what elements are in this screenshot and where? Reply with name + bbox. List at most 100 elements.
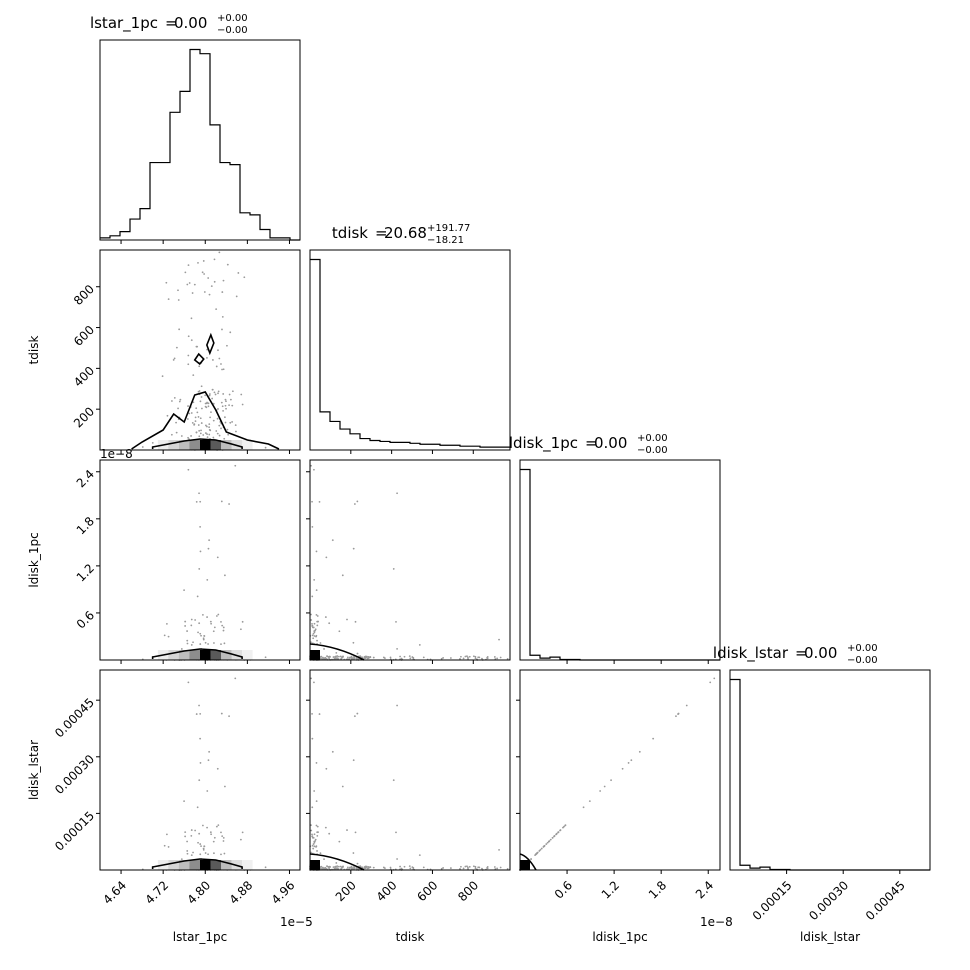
sample-point: [208, 293, 211, 296]
sample-point: [220, 643, 222, 646]
x-tick-label: 400: [374, 878, 400, 904]
sample-point: [243, 276, 246, 279]
sample-point: [198, 779, 201, 782]
sample-point: [341, 785, 344, 788]
sample-point: [555, 833, 558, 836]
sample-point: [481, 867, 483, 870]
sample-point: [211, 388, 214, 391]
sample-point: [325, 556, 328, 559]
sample-point: [213, 852, 215, 855]
sample-point: [316, 835, 319, 837]
sample-point: [234, 464, 237, 467]
sample-point: [346, 829, 348, 831]
sample-point: [192, 851, 194, 854]
panel-frame: [309, 459, 511, 661]
sample-point: [399, 655, 401, 658]
sample-point: [493, 656, 496, 658]
sample-point: [348, 868, 351, 870]
sample-point: [352, 759, 355, 762]
sample-point: [323, 648, 325, 650]
sample-point: [460, 865, 462, 868]
y-axis-label-ldisk_1pc: ldisk_1pc: [27, 532, 41, 587]
sample-point: [211, 397, 214, 400]
sample-point: [197, 424, 200, 426]
sample-point: [223, 642, 226, 645]
sample-point: [200, 634, 202, 637]
sample-point: [215, 825, 218, 828]
hist-title-tdisk: tdisk 20.68 +191.77−18.21 =: [332, 223, 470, 246]
sample-point: [208, 433, 211, 436]
sample-point: [335, 651, 338, 654]
contour-island: [205, 332, 215, 356]
hist-line-ldisk_lstar: [730, 678, 930, 871]
sample-point: [202, 260, 205, 262]
sample-point: [225, 400, 227, 403]
sample-point: [222, 409, 224, 412]
panel-frame: [519, 669, 721, 871]
sample-point: [314, 629, 317, 632]
sample-point: [231, 421, 234, 423]
sample-point: [222, 626, 225, 629]
sample-point: [213, 280, 216, 283]
sample-point: [553, 835, 556, 838]
sample-point: [319, 867, 322, 870]
sample-point: [215, 615, 218, 617]
sample-point: [214, 393, 217, 396]
sample-point: [202, 637, 205, 640]
sample-point: [310, 464, 313, 467]
sample-point: [610, 779, 612, 782]
sample-point: [237, 272, 240, 274]
density-cell: [520, 860, 530, 870]
title-equals-sign: =: [375, 224, 388, 242]
sample-point: [217, 408, 219, 410]
sample-point: [166, 833, 168, 836]
sample-point: [170, 433, 173, 436]
sample-point: [339, 865, 342, 868]
sample-point: [315, 589, 318, 592]
sample-point: [319, 657, 322, 660]
sample-point: [195, 713, 198, 715]
x-tick-label: 4.64: [100, 878, 129, 907]
sample-point: [194, 420, 197, 423]
sample-point: [337, 655, 340, 658]
sample-point: [310, 829, 313, 832]
sample-point: [195, 501, 198, 503]
sample-point: [396, 858, 398, 860]
sample-point: [311, 622, 313, 625]
sample-point: [187, 354, 190, 357]
sample-point: [220, 500, 223, 503]
sample-point: [418, 854, 421, 857]
sample-point: [310, 824, 312, 827]
sample-point: [200, 385, 203, 388]
sample-point: [199, 550, 202, 553]
sample-point: [224, 404, 227, 407]
sample-point: [187, 335, 190, 338]
sample-point: [161, 375, 164, 378]
sample-point: [210, 285, 213, 288]
sample-point: [184, 625, 187, 627]
sample-point: [400, 657, 403, 660]
sample-point: [188, 412, 191, 415]
sample-point: [217, 824, 220, 827]
hist-line-tdisk: [310, 258, 510, 448]
sample-point: [206, 401, 208, 404]
sample-point: [389, 866, 392, 869]
contour-island: [193, 352, 205, 366]
sample-point: [201, 407, 203, 410]
sample-point: [208, 394, 211, 397]
y-tick-label: 1.2: [74, 561, 97, 584]
density-cell: [210, 440, 222, 450]
sample-point: [224, 785, 226, 788]
sample-point: [186, 630, 188, 632]
sample-point: [538, 850, 541, 852]
sample-point: [464, 865, 467, 868]
sample-point: [408, 655, 411, 657]
sample-point: [209, 416, 212, 419]
sample-point: [313, 468, 315, 471]
sample-point: [316, 639, 318, 642]
sample-point: [474, 865, 477, 868]
sample-point: [311, 595, 314, 598]
sample-point: [213, 626, 216, 629]
sample-point: [372, 866, 375, 869]
